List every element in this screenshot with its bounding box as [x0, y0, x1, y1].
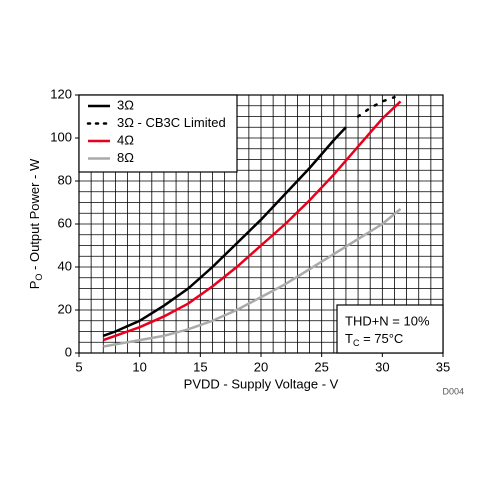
x-axis-label: PVDD - Supply Voltage - V: [184, 376, 339, 391]
y-label-text: - Output Power - W: [27, 158, 42, 274]
y-tick-label: 120: [50, 86, 72, 101]
series-line: [356, 95, 396, 118]
y-tick-label: 20: [58, 301, 72, 316]
annotation-line: TC = 75°C: [345, 331, 403, 348]
legend-label: 8Ω: [117, 150, 134, 165]
annotation-text: = 75°C: [359, 331, 403, 346]
y-tick-label: 80: [58, 172, 72, 187]
y-tick-label: 100: [50, 129, 72, 144]
y-label-symbol: P: [27, 281, 42, 290]
series-line: [102, 126, 347, 337]
annotation-symbol: T: [345, 331, 353, 346]
annotation-line: THD+N = 10%: [345, 313, 430, 328]
series-line: [103, 207, 402, 348]
y-tick-label: 0: [65, 344, 72, 359]
annotation-subscript: C: [353, 338, 360, 348]
x-tick-label: 15: [193, 359, 207, 374]
x-tick-label: 20: [254, 359, 268, 374]
x-tick-label: 10: [132, 359, 146, 374]
annotation: THD+N = 10% TC = 75°C: [336, 304, 444, 354]
legend: 3Ω 3Ω - CB3C Limited 4Ω 8Ω: [78, 94, 238, 173]
figure-code: D004: [442, 386, 464, 396]
series-line: [102, 100, 402, 342]
legend-label: 4Ω: [117, 132, 134, 147]
x-tick-label: 35: [436, 359, 450, 374]
y-label-subscript: O: [34, 274, 44, 281]
legend-label: 3Ω: [117, 97, 134, 112]
y-tick-label: 40: [58, 258, 72, 273]
y-tick-label: 60: [58, 215, 72, 230]
x-tick-label: 30: [375, 359, 389, 374]
annotation-box: [336, 304, 444, 354]
x-tick-label: 5: [75, 359, 82, 374]
x-tick-label: 25: [314, 359, 328, 374]
y-axis-label: PO - Output Power - W: [27, 158, 44, 289]
legend-label: 3Ω - CB3C Limited: [117, 115, 226, 130]
